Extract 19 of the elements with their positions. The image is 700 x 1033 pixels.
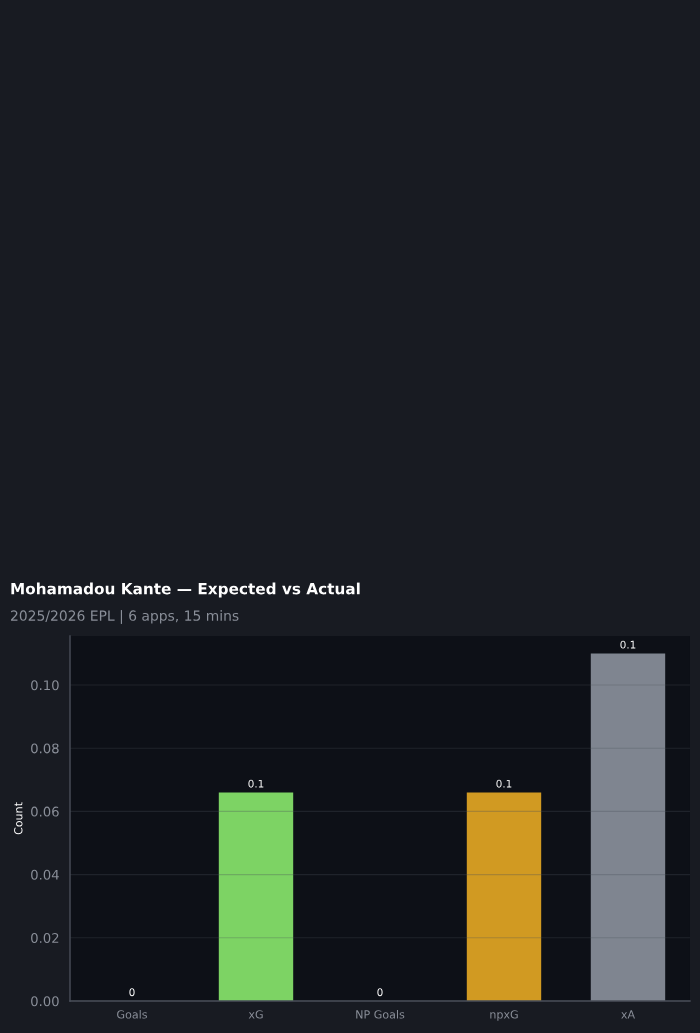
y-tick-label: 0.10 — [31, 680, 59, 691]
data-label: 0.1 — [248, 779, 264, 788]
x-tick-label: xG — [248, 1010, 263, 1019]
y-axis-title: Count — [14, 802, 23, 835]
y-tick-label: 0.02 — [31, 933, 59, 943]
chart-subtitle: 2025/2026 EPL | 6 apps, 15 mins — [11, 610, 239, 624]
x-tick-label: xA — [621, 1010, 635, 1019]
y-tick-label: 0.06 — [31, 806, 59, 817]
x-tick-label: npxG — [490, 1010, 518, 1021]
x-tick-label: Goals — [117, 1010, 147, 1019]
y-tick-label: 0.00 — [31, 996, 59, 1007]
y-tick-label: 0.04 — [31, 869, 59, 880]
data-label: 0.1 — [620, 640, 636, 649]
data-label: 0.1 — [496, 779, 512, 788]
x-tick-label: NP Goals — [356, 1010, 405, 1019]
chart-title: Mohamadou Kante — Expected vs Actual — [11, 582, 360, 598]
data-label: 0 — [377, 988, 383, 997]
data-label: 0 — [129, 988, 135, 997]
y-tick-label: 0.08 — [31, 743, 59, 754]
